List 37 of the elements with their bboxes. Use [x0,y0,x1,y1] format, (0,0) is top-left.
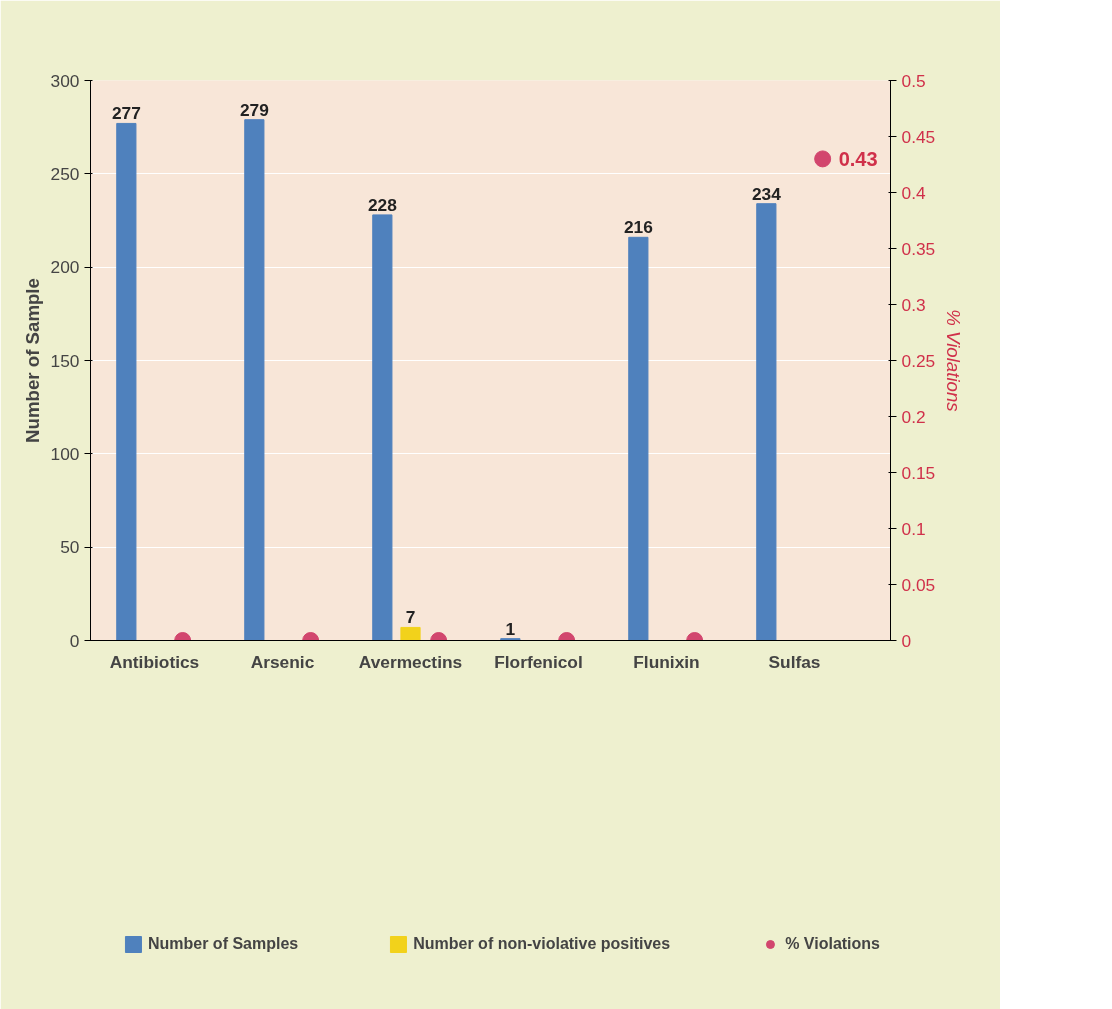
x-tick-label: Arsenic [250,651,315,672]
y2-tick-label: 0.15 [901,462,936,483]
y2-tick-label: 0.2 [901,406,926,427]
x-tick-label: Avermectins [358,651,463,672]
legend-label: % Violations [785,935,880,953]
x-tick-label: Sulfas [768,651,821,672]
y2-tick-label: 0.45 [901,126,936,147]
data-label: 216 [623,217,654,238]
data-label: 279 [239,99,269,120]
legend-label: Number of non-violative positives [413,935,671,953]
y-tick-label: 100 [50,443,80,464]
y2-tick-label: 0 [901,630,912,651]
y2-tick-label: 0.25 [901,350,936,371]
y-axis-title: Number of Sample [21,278,43,443]
y-tick-label: 0 [69,630,80,651]
y-tick-label: 250 [50,163,80,184]
x-tick-label: Antibiotics [109,651,200,672]
data-label: 7 [405,607,416,628]
y2-tick-label: 0.3 [901,294,926,315]
y-tick-label: 150 [50,350,80,371]
x-tick-label: Florfenicol [494,651,583,672]
data-label: 0.43 [838,147,878,170]
data-label: 234 [751,183,782,204]
y2-tick-label: 0.1 [901,518,926,539]
y2-tick-label: 0.05 [901,574,936,595]
data-label: 228 [367,194,398,215]
data-label: 277 [111,103,141,124]
y2-axis-title: % Violations [943,309,965,412]
y2-tick-label: 0.4 [901,182,926,203]
y-tick-label: 50 [60,537,80,558]
y2-tick-label: 0.35 [901,238,936,259]
y-tick-label: 200 [50,257,80,278]
data-label: 1 [505,618,516,639]
x-tick-label: Flunixin [633,651,700,672]
y-tick-label: 300 [50,70,80,91]
y2-tick-label: 0.5 [901,70,926,91]
legend-label: Number of Samples [147,935,299,953]
